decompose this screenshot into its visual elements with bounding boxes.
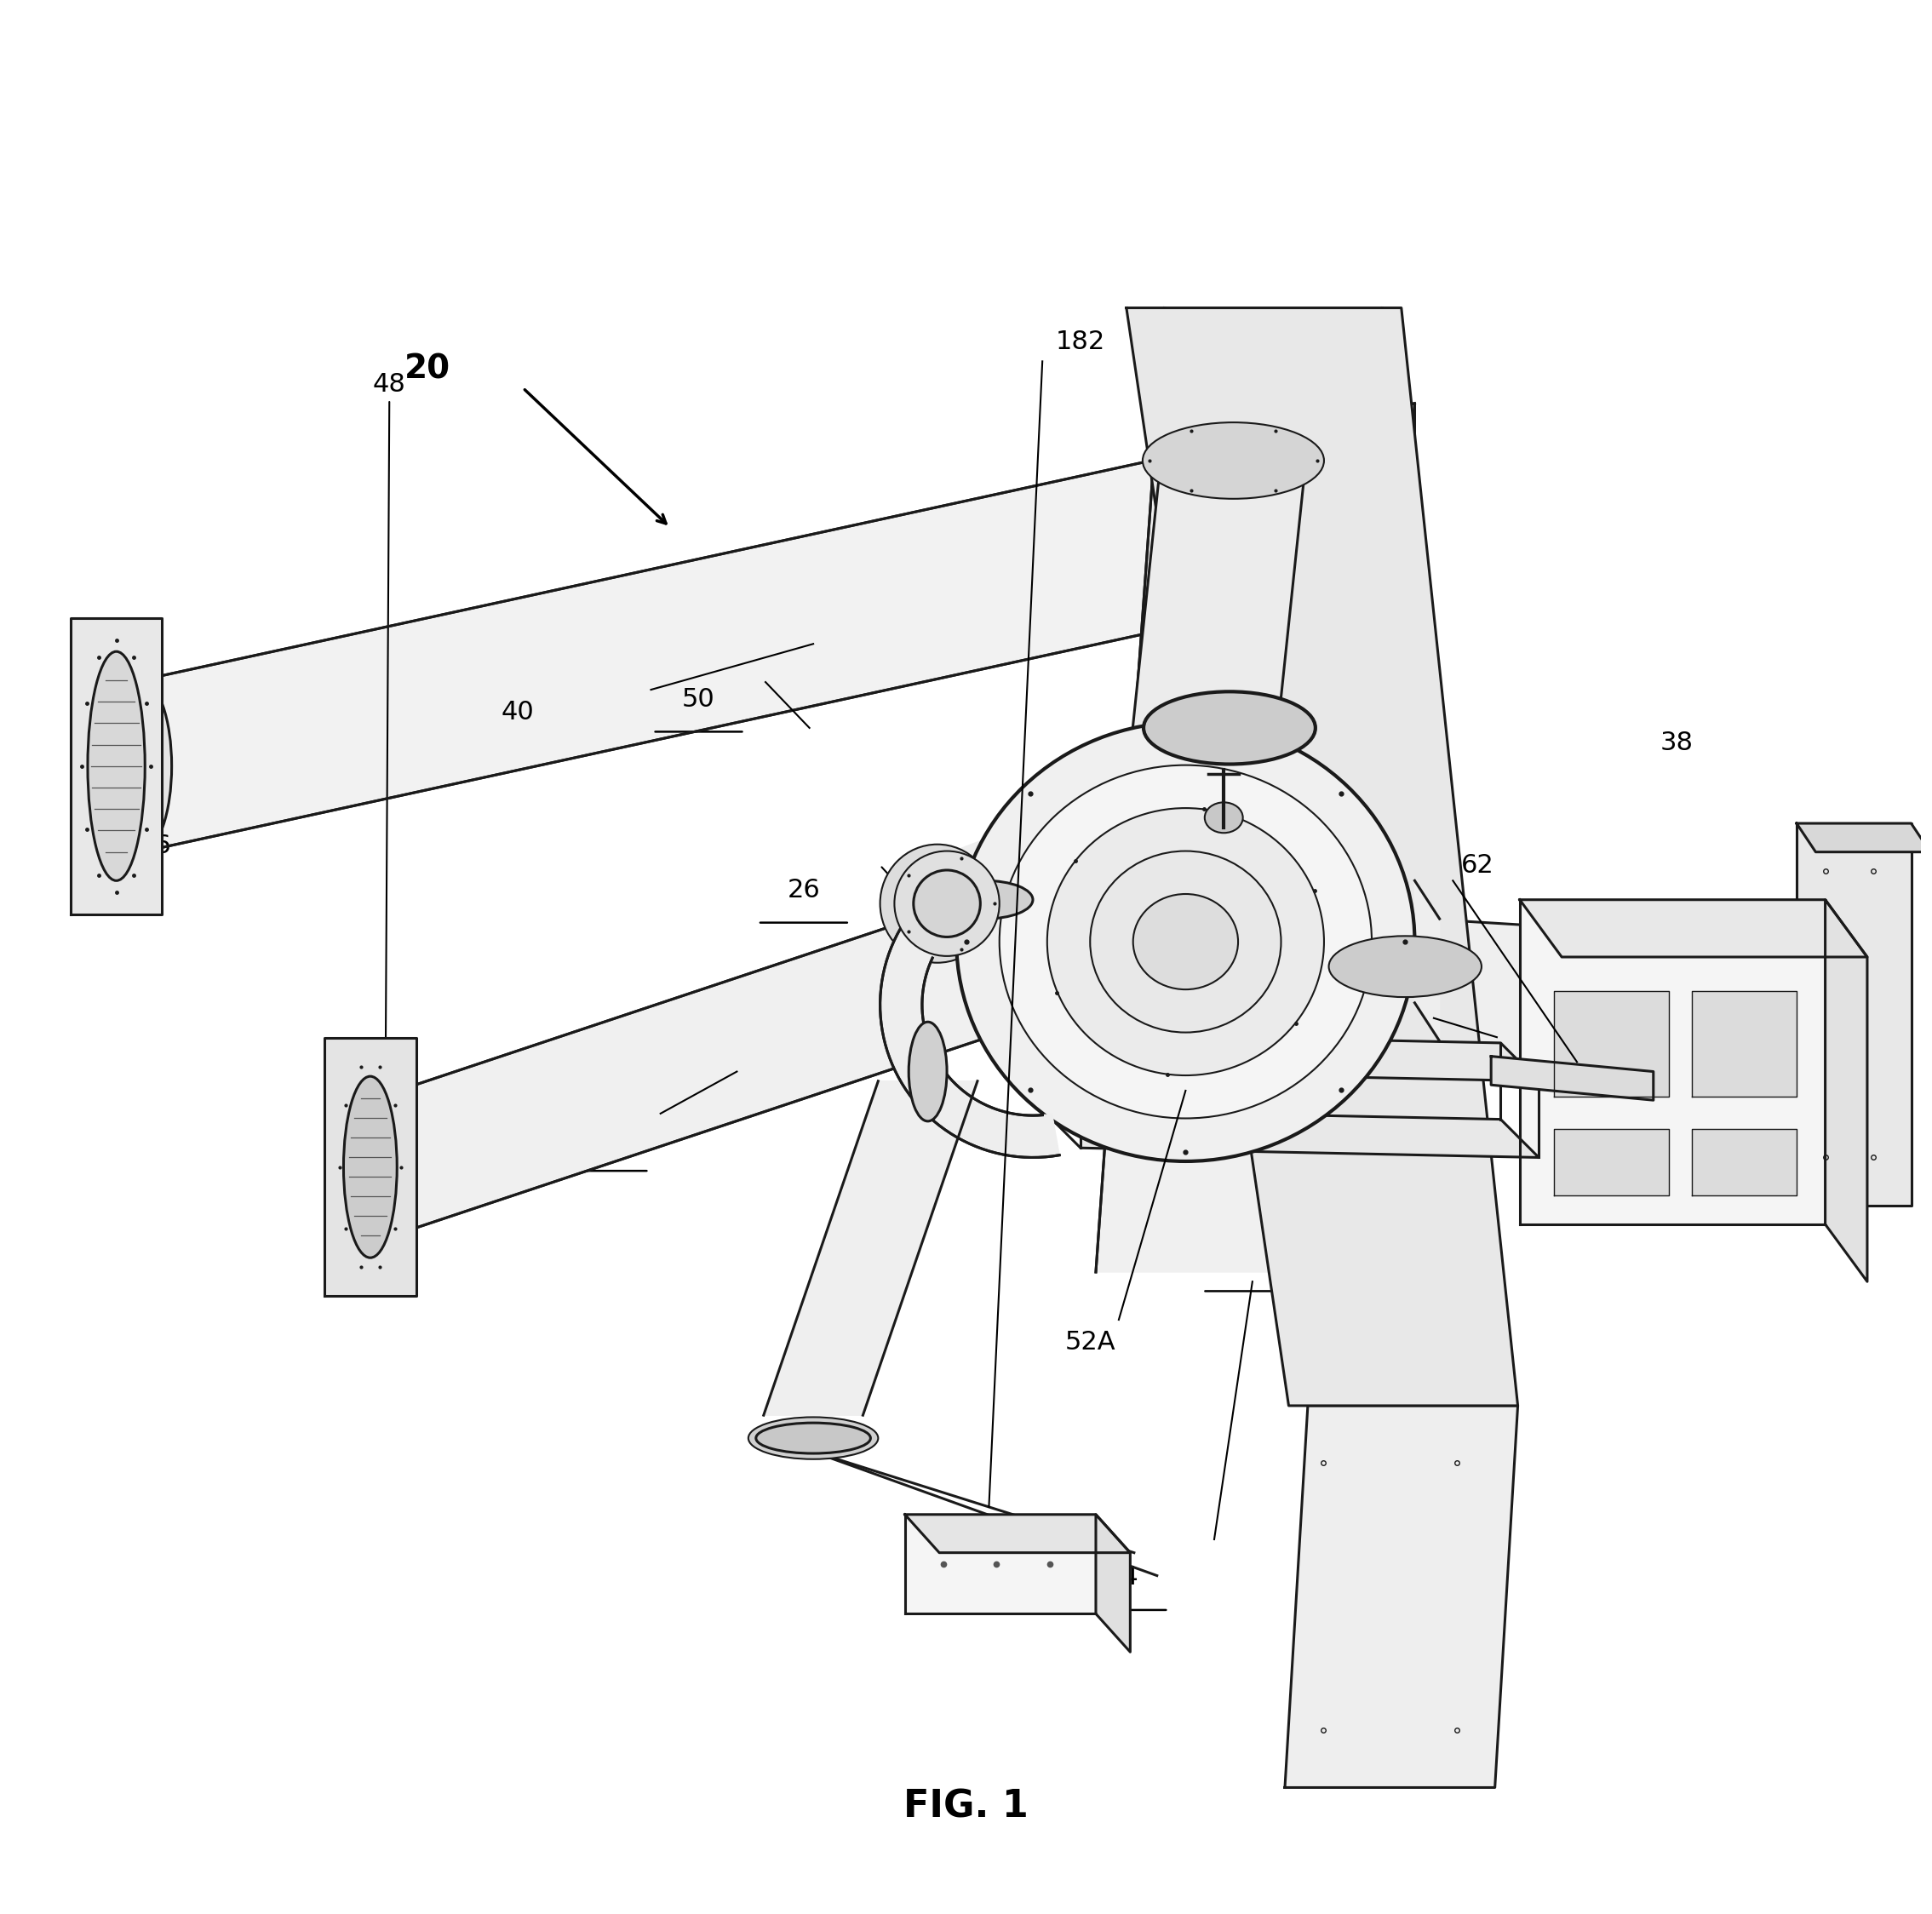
Ellipse shape — [1132, 894, 1238, 990]
Ellipse shape — [881, 844, 995, 963]
Ellipse shape — [1329, 936, 1482, 997]
Polygon shape — [1797, 823, 1911, 1206]
Text: 52B: 52B — [1246, 1246, 1296, 1271]
Polygon shape — [904, 1514, 1130, 1552]
Text: 48: 48 — [373, 371, 406, 396]
Ellipse shape — [914, 871, 980, 938]
Polygon shape — [881, 928, 1059, 1158]
Text: 44: 44 — [1107, 1566, 1140, 1591]
Ellipse shape — [937, 880, 1034, 919]
Ellipse shape — [999, 766, 1372, 1118]
Polygon shape — [1095, 308, 1381, 1273]
Text: 52: 52 — [1522, 1101, 1555, 1125]
Polygon shape — [384, 877, 1043, 1238]
Text: 60: 60 — [1265, 720, 1298, 745]
Polygon shape — [904, 1514, 1095, 1614]
Polygon shape — [1520, 900, 1826, 1225]
Ellipse shape — [1206, 802, 1242, 833]
Text: 22: 22 — [587, 1125, 620, 1150]
Polygon shape — [1414, 880, 1439, 1041]
Text: FIG. 1: FIG. 1 — [904, 1788, 1028, 1824]
Polygon shape — [141, 404, 1414, 852]
Ellipse shape — [344, 1076, 396, 1257]
Ellipse shape — [908, 1022, 947, 1122]
Polygon shape — [1492, 1057, 1654, 1101]
Ellipse shape — [755, 1422, 871, 1453]
Ellipse shape — [1047, 808, 1323, 1076]
Text: 52A: 52A — [1065, 1330, 1115, 1355]
Text: 50: 50 — [682, 687, 715, 712]
Polygon shape — [1132, 461, 1306, 733]
Text: 182: 182 — [1055, 329, 1105, 354]
Ellipse shape — [87, 651, 145, 880]
Ellipse shape — [1142, 423, 1323, 500]
Text: 28: 28 — [1169, 968, 1202, 991]
Polygon shape — [1520, 900, 1866, 957]
Text: 62: 62 — [1461, 854, 1493, 879]
Text: 26: 26 — [786, 879, 821, 903]
Polygon shape — [1285, 1405, 1519, 1788]
Polygon shape — [956, 723, 1287, 957]
Polygon shape — [70, 618, 162, 915]
Polygon shape — [1797, 823, 1930, 852]
Ellipse shape — [1144, 691, 1316, 764]
Ellipse shape — [748, 1416, 879, 1458]
Text: 36: 36 — [1150, 892, 1182, 917]
Ellipse shape — [895, 852, 999, 957]
Ellipse shape — [956, 722, 1414, 1162]
Polygon shape — [1424, 919, 1797, 1095]
Text: 40: 40 — [500, 701, 533, 725]
Polygon shape — [1553, 991, 1669, 1097]
Polygon shape — [1043, 1034, 1538, 1158]
Ellipse shape — [110, 679, 172, 852]
Polygon shape — [1826, 900, 1866, 1282]
Polygon shape — [1126, 308, 1519, 1405]
Polygon shape — [1553, 1129, 1669, 1196]
Text: 38: 38 — [1660, 731, 1692, 756]
Polygon shape — [1692, 991, 1797, 1097]
Polygon shape — [1692, 1129, 1797, 1196]
Ellipse shape — [357, 1095, 410, 1238]
Polygon shape — [763, 1081, 978, 1414]
Polygon shape — [325, 1037, 415, 1296]
Ellipse shape — [1090, 852, 1281, 1032]
Polygon shape — [1095, 1514, 1130, 1652]
Text: 46: 46 — [137, 835, 172, 859]
Text: 52C: 52C — [1513, 1035, 1565, 1060]
Text: 20: 20 — [404, 352, 450, 385]
